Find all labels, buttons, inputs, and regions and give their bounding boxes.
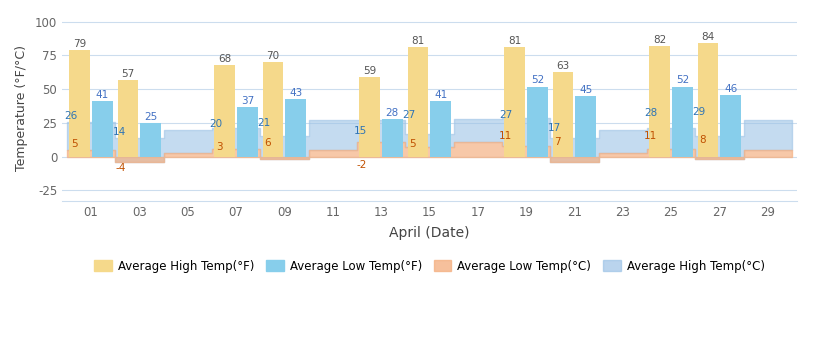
Text: 5: 5 — [71, 139, 77, 149]
Text: 63: 63 — [556, 60, 569, 71]
Bar — [505, 47, 525, 157]
Text: 25: 25 — [144, 112, 158, 122]
X-axis label: April (Date): April (Date) — [389, 226, 470, 240]
Bar — [650, 46, 670, 157]
Bar — [237, 107, 257, 157]
Text: 41: 41 — [95, 90, 109, 100]
Bar — [672, 87, 692, 157]
Bar — [118, 80, 139, 157]
Text: 20: 20 — [209, 119, 222, 129]
Text: -2: -2 — [357, 160, 368, 170]
Bar — [140, 123, 161, 157]
Bar — [575, 96, 596, 157]
Text: 46: 46 — [724, 84, 737, 93]
Text: 41: 41 — [434, 90, 447, 100]
Text: 43: 43 — [289, 88, 302, 98]
Text: 11: 11 — [644, 131, 657, 141]
Bar — [263, 62, 283, 157]
Bar — [214, 65, 235, 157]
Text: 17: 17 — [548, 123, 561, 133]
Text: 57: 57 — [121, 69, 134, 79]
Bar — [408, 47, 428, 157]
Text: 14: 14 — [112, 127, 125, 137]
Text: 59: 59 — [364, 66, 376, 76]
Text: 27: 27 — [499, 110, 512, 119]
Bar — [553, 72, 574, 157]
Text: 3: 3 — [216, 142, 222, 152]
Bar — [720, 94, 741, 157]
Bar — [286, 99, 306, 157]
Text: 37: 37 — [241, 96, 254, 106]
Text: 15: 15 — [354, 126, 368, 136]
Bar — [527, 87, 548, 157]
Text: 8: 8 — [699, 135, 706, 145]
Text: 52: 52 — [530, 75, 544, 85]
Text: 28: 28 — [644, 108, 657, 118]
Text: 5: 5 — [409, 139, 416, 149]
Text: 81: 81 — [412, 36, 425, 46]
Text: 79: 79 — [73, 39, 86, 49]
Y-axis label: Temperature (°F/°C): Temperature (°F/°C) — [15, 45, 28, 171]
Text: 26: 26 — [64, 111, 77, 121]
Bar — [70, 50, 90, 157]
Text: -4: -4 — [115, 163, 125, 173]
Legend: Average High Temp(°F), Average Low Temp(°F), Average Low Temp(°C), Average High : Average High Temp(°F), Average Low Temp(… — [90, 255, 769, 277]
Text: 29: 29 — [692, 107, 705, 117]
Text: 28: 28 — [386, 108, 399, 118]
Text: 70: 70 — [266, 51, 280, 61]
Text: 68: 68 — [218, 54, 232, 64]
Text: 81: 81 — [508, 36, 521, 46]
Text: 52: 52 — [676, 75, 689, 85]
Text: 7: 7 — [554, 136, 561, 147]
Bar — [431, 101, 451, 157]
Text: 84: 84 — [701, 32, 715, 42]
Text: 6: 6 — [264, 138, 271, 148]
Bar — [92, 101, 113, 157]
Text: 27: 27 — [403, 110, 416, 119]
Bar — [698, 43, 718, 157]
Bar — [382, 119, 403, 157]
Text: 82: 82 — [653, 35, 666, 45]
Text: 21: 21 — [257, 118, 271, 128]
Text: 11: 11 — [499, 131, 512, 141]
Bar — [359, 77, 380, 157]
Text: 45: 45 — [579, 85, 593, 95]
